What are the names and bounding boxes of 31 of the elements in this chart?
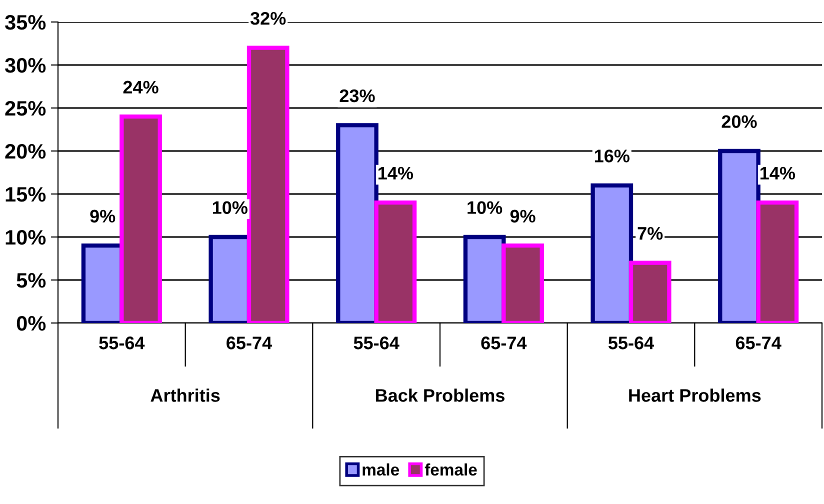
data-label: 20% (722, 115, 757, 128)
y-tick-label: 25% (5, 101, 46, 116)
y-tick-label: 35% (4, 15, 46, 30)
y-tick-label: 15% (6, 187, 46, 202)
data-label: 10% (212, 201, 248, 214)
legend-label: male (362, 463, 400, 476)
data-label: 16% (594, 150, 630, 162)
x-tick-label: 65-74 (481, 336, 527, 350)
data-label: 7% (638, 227, 663, 240)
x-tick-label: 65-74 (736, 336, 782, 350)
y-tick-label: 0% (16, 316, 46, 331)
y-tick-label: 5% (16, 273, 46, 288)
text: Back Problems (376, 388, 504, 402)
data-label: 32% (250, 12, 286, 25)
data-label: 14% (760, 166, 796, 180)
data-label: 24% (123, 80, 158, 94)
text: Arthritis (150, 388, 220, 402)
x-tick-label: 55-64 (354, 336, 400, 350)
y-tick-label: 20% (5, 144, 46, 159)
x-tick-label: 55-64 (99, 336, 145, 350)
x-tick-label: 65-74 (226, 336, 272, 350)
legend-label: female (424, 463, 477, 476)
text: Heart Problems (629, 388, 761, 402)
y-tick-label: 10% (6, 230, 46, 245)
x-tick-label: 55-64 (608, 336, 654, 350)
data-label: 14% (378, 166, 414, 180)
data-label: 9% (90, 210, 116, 223)
data-label: 10% (468, 201, 502, 214)
data-label: 23% (340, 89, 375, 102)
data-label: 9% (510, 210, 536, 223)
y-tick-label: 30% (4, 58, 46, 73)
